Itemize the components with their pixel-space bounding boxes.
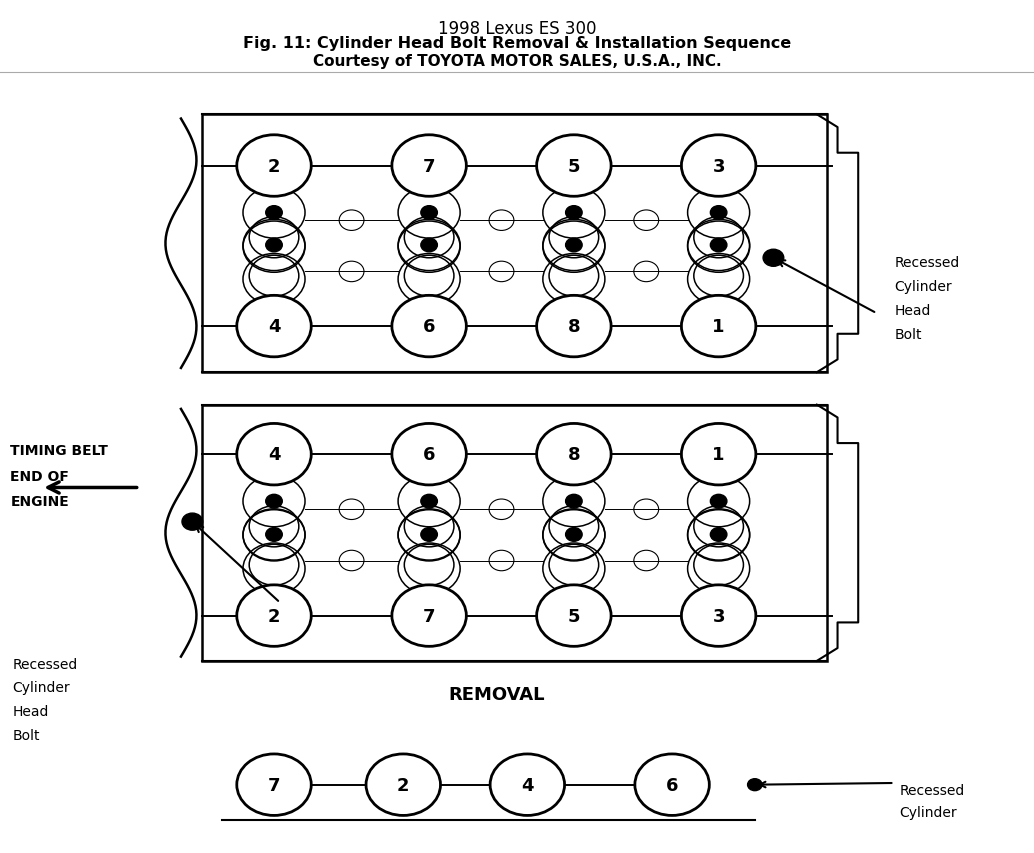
Text: Recessed: Recessed	[900, 783, 965, 797]
Circle shape	[490, 754, 565, 815]
Text: 5: 5	[568, 606, 580, 625]
Circle shape	[681, 424, 756, 485]
Circle shape	[421, 528, 437, 542]
Circle shape	[681, 585, 756, 647]
Circle shape	[566, 239, 582, 252]
Text: 1: 1	[712, 445, 725, 464]
Circle shape	[710, 528, 727, 542]
Text: 3: 3	[712, 157, 725, 176]
Text: Bolt: Bolt	[12, 728, 40, 742]
Circle shape	[710, 239, 727, 252]
Text: 3: 3	[712, 606, 725, 625]
Text: 6: 6	[423, 445, 435, 464]
Text: Head: Head	[894, 304, 931, 317]
Circle shape	[566, 528, 582, 542]
Circle shape	[763, 250, 784, 267]
Circle shape	[237, 424, 311, 485]
Circle shape	[266, 206, 282, 220]
Text: 8: 8	[568, 445, 580, 464]
Circle shape	[392, 424, 466, 485]
Text: 4: 4	[521, 775, 534, 794]
Circle shape	[237, 754, 311, 815]
Circle shape	[710, 495, 727, 508]
Text: 5: 5	[568, 157, 580, 176]
Text: 1: 1	[712, 317, 725, 336]
Text: 7: 7	[423, 157, 435, 176]
Circle shape	[566, 206, 582, 220]
Text: ENGINE: ENGINE	[10, 495, 69, 508]
Text: 7: 7	[423, 606, 435, 625]
Circle shape	[710, 206, 727, 220]
Text: 4: 4	[268, 445, 280, 464]
FancyBboxPatch shape	[202, 405, 827, 661]
Circle shape	[421, 206, 437, 220]
Circle shape	[366, 754, 440, 815]
Circle shape	[537, 136, 611, 197]
Circle shape	[537, 424, 611, 485]
Circle shape	[537, 296, 611, 357]
Text: Cylinder: Cylinder	[894, 280, 952, 293]
Text: 6: 6	[423, 317, 435, 336]
Text: 8: 8	[568, 317, 580, 336]
Circle shape	[635, 754, 709, 815]
FancyBboxPatch shape	[202, 115, 827, 373]
Text: Cylinder: Cylinder	[900, 805, 957, 819]
Text: 2: 2	[268, 606, 280, 625]
Circle shape	[392, 136, 466, 197]
Circle shape	[392, 296, 466, 357]
Circle shape	[237, 296, 311, 357]
Text: 1998 Lexus ES 300: 1998 Lexus ES 300	[437, 20, 597, 38]
Text: Bolt: Bolt	[894, 328, 922, 341]
Text: 2: 2	[268, 157, 280, 176]
Text: 2: 2	[397, 775, 409, 794]
Text: TIMING BELT: TIMING BELT	[10, 444, 109, 457]
Circle shape	[421, 495, 437, 508]
Circle shape	[421, 239, 437, 252]
Circle shape	[748, 779, 762, 791]
Circle shape	[266, 528, 282, 542]
Text: 7: 7	[268, 775, 280, 794]
Circle shape	[182, 514, 203, 531]
Text: Head: Head	[12, 705, 49, 718]
Text: REMOVAL: REMOVAL	[448, 685, 545, 703]
Text: Courtesy of TOYOTA MOTOR SALES, U.S.A., INC.: Courtesy of TOYOTA MOTOR SALES, U.S.A., …	[312, 54, 722, 69]
Text: Recessed: Recessed	[894, 256, 960, 270]
Text: END OF: END OF	[10, 469, 69, 483]
Circle shape	[537, 585, 611, 647]
Text: Cylinder: Cylinder	[12, 681, 70, 694]
Circle shape	[566, 495, 582, 508]
Text: Fig. 11: Cylinder Head Bolt Removal & Installation Sequence: Fig. 11: Cylinder Head Bolt Removal & In…	[243, 36, 791, 51]
Circle shape	[681, 136, 756, 197]
Circle shape	[266, 495, 282, 508]
Circle shape	[266, 239, 282, 252]
Circle shape	[681, 296, 756, 357]
Text: Recessed: Recessed	[12, 657, 78, 670]
Text: 4: 4	[268, 317, 280, 336]
Circle shape	[392, 585, 466, 647]
Circle shape	[237, 585, 311, 647]
Text: 6: 6	[666, 775, 678, 794]
Circle shape	[237, 136, 311, 197]
